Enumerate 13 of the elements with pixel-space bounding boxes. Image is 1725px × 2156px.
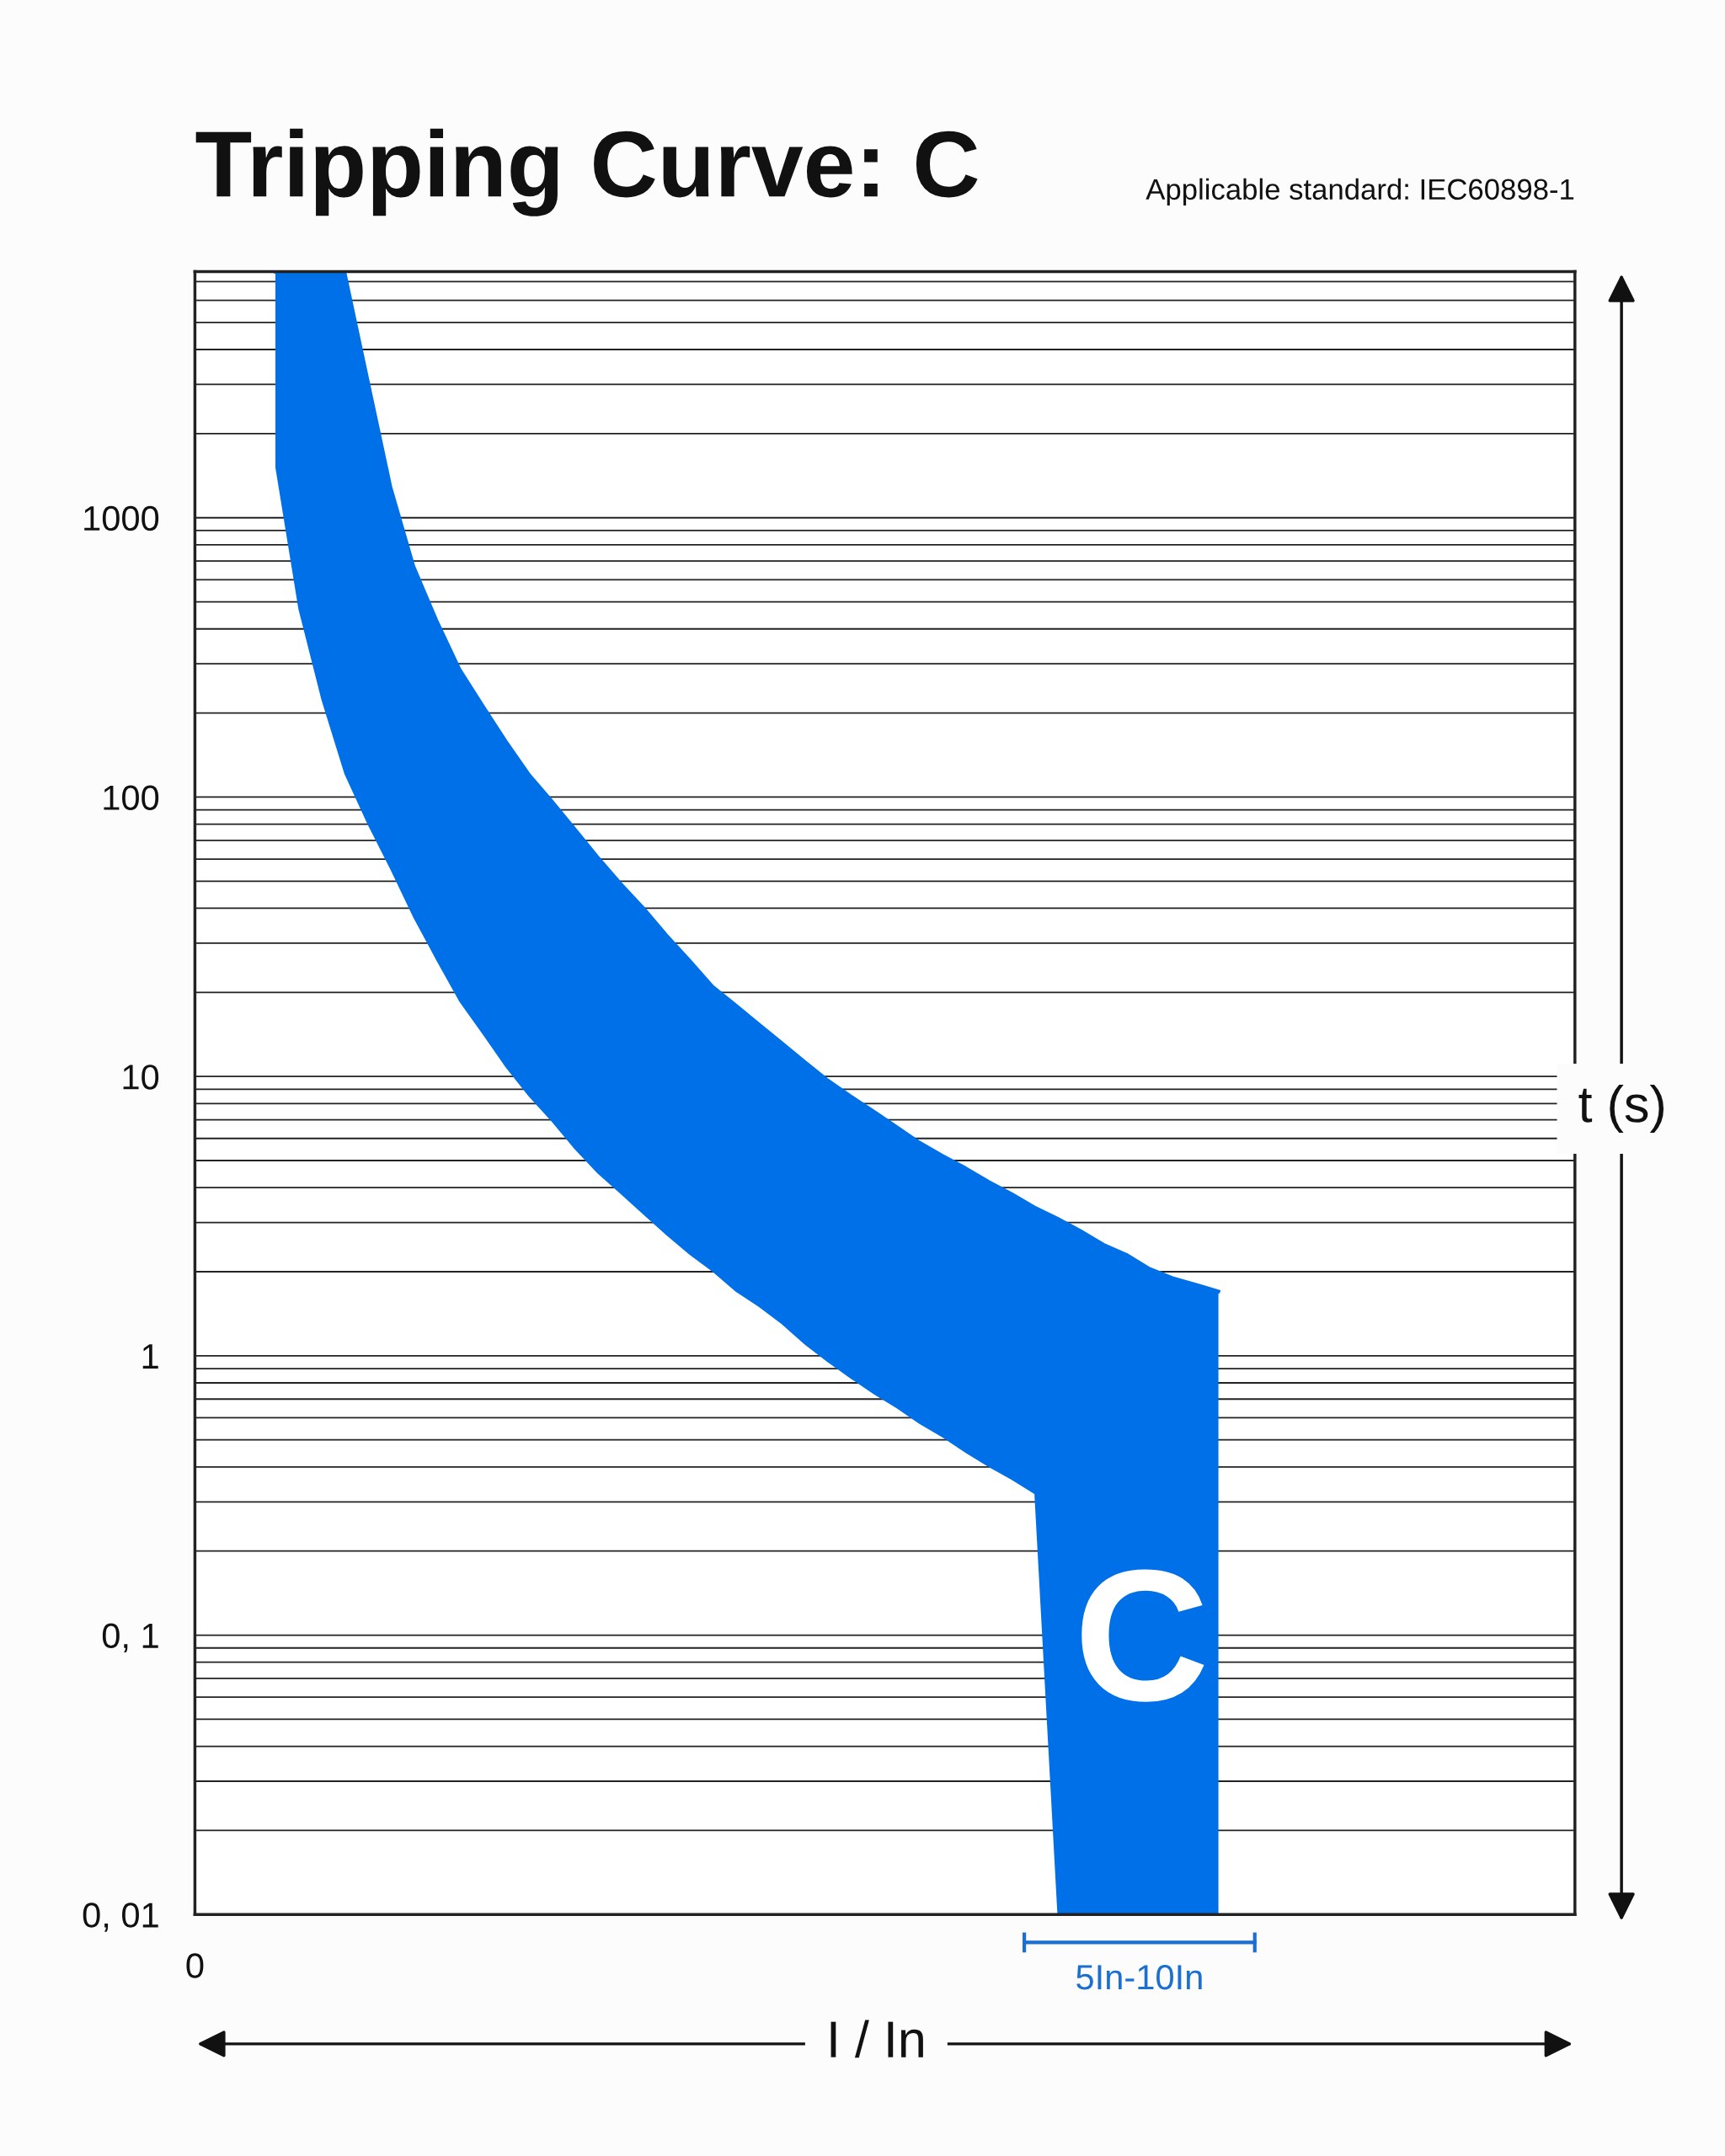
y-tick-label: 0, 1 <box>102 1623 158 1652</box>
y-tick-label: 0, 01 <box>83 1903 158 1932</box>
x-axis-title: I / In <box>830 2020 923 2058</box>
chart-title: Tripping Curve: C <box>195 128 978 216</box>
text: 0 <box>186 1953 204 1978</box>
y-tick-label: 1 <box>142 1344 158 1369</box>
text: Applicable standard: IEC60898-1 <box>1146 178 1574 206</box>
annotation: C <box>1081 1569 1204 1702</box>
text: 5In-10In <box>1076 1964 1202 1990</box>
y-tick-label: 1000 <box>84 505 159 531</box>
y-tick-label: 100 <box>104 785 159 810</box>
text: t (s) <box>1578 1084 1664 1133</box>
y-tick-label: 10 <box>123 1065 159 1090</box>
